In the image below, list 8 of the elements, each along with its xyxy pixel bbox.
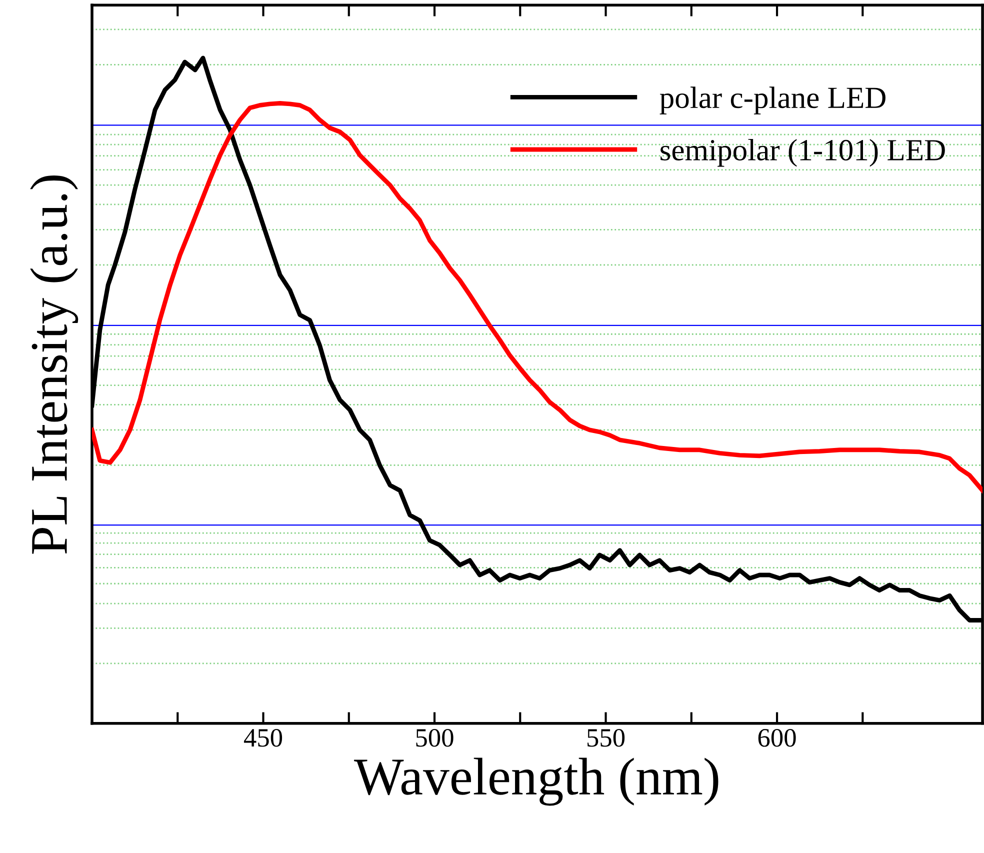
x-tick-label: 550 bbox=[588, 728, 625, 747]
x-tick-label: 500 bbox=[416, 728, 454, 747]
x-axis-title: Wavelength (nm) bbox=[354, 758, 718, 806]
legend-label: semipolar (1-101) LED bbox=[660, 139, 945, 167]
legend-label: polar c-plane LED bbox=[660, 86, 886, 114]
y-axis-title: PL Intensity (a.u.) bbox=[30, 176, 78, 554]
x-tick-label: 450 bbox=[244, 728, 282, 747]
x-tick-label: 600 bbox=[758, 728, 796, 747]
